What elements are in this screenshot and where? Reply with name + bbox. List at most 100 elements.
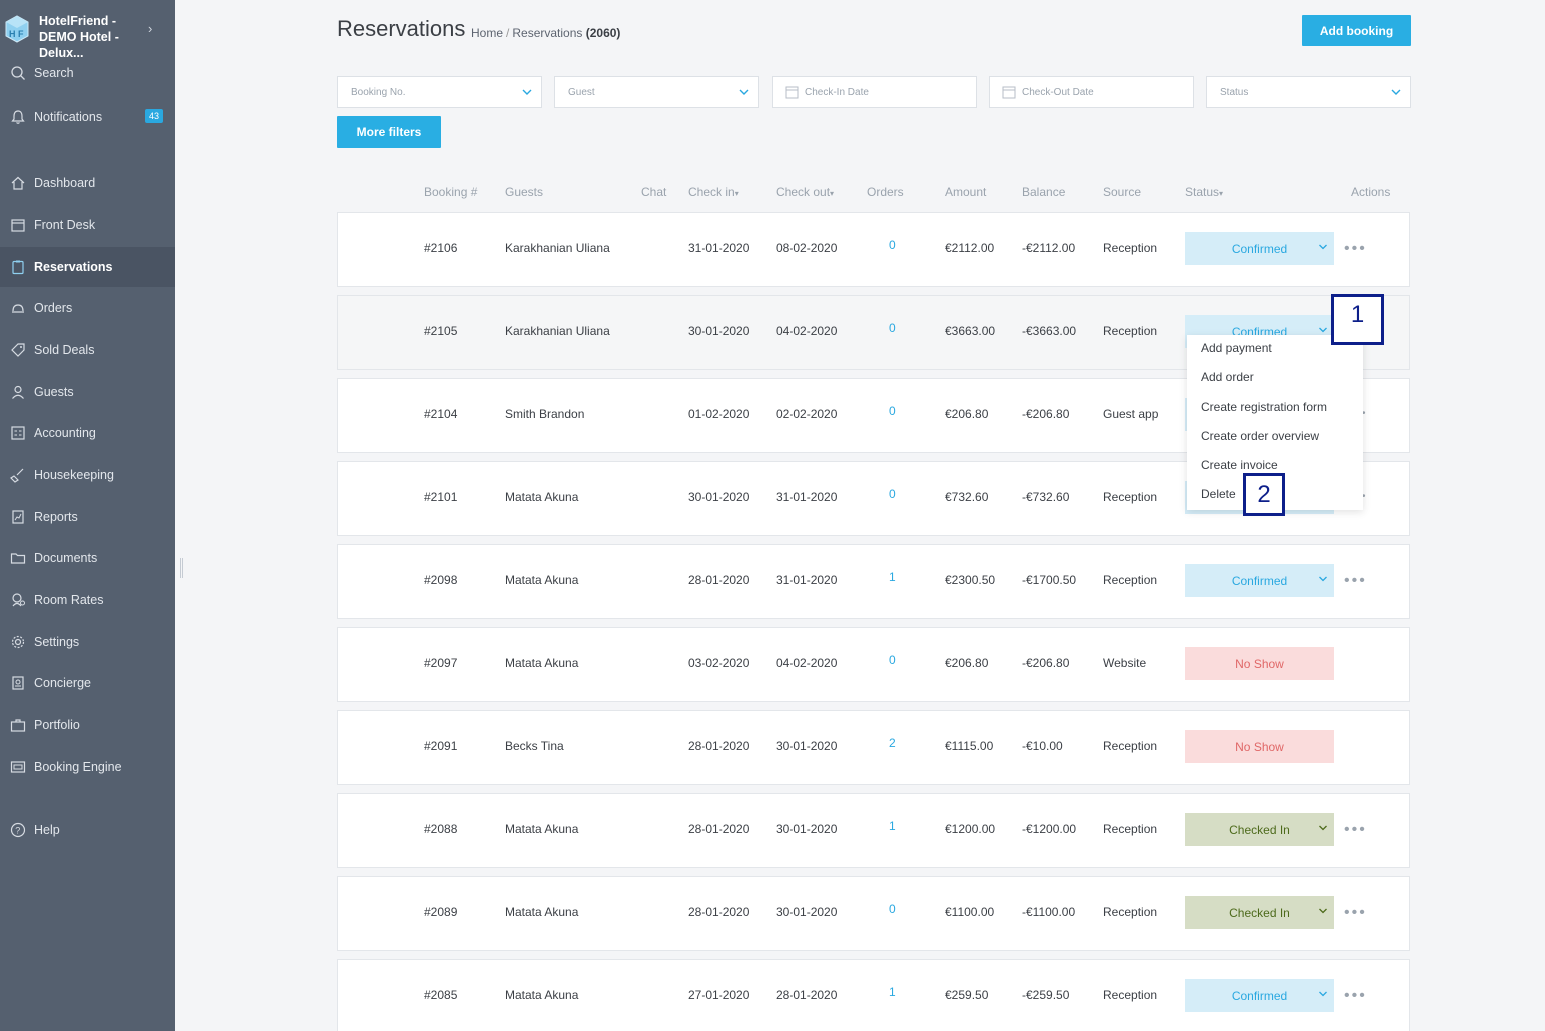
status-dropdown[interactable]: Checked In <box>1185 896 1334 929</box>
guest-name[interactable]: Matata Akuna <box>505 905 579 919</box>
guest-filter[interactable]: Guest <box>554 76 759 108</box>
booking-number[interactable]: #2101 <box>424 490 458 504</box>
more-actions-icon[interactable]: • <box>1362 408 1368 419</box>
sidebar-item-label: Documents <box>34 551 98 565</box>
booking-number[interactable]: #2105 <box>424 324 458 338</box>
sidebar-item-concierge[interactable]: Concierge <box>0 663 175 703</box>
orders-count[interactable]: 0 <box>889 487 896 501</box>
more-actions-icon[interactable]: ••• <box>1344 821 1367 838</box>
status-dropdown[interactable]: Confirmed <box>1185 979 1334 1012</box>
orders-count[interactable]: 1 <box>889 570 896 584</box>
booking-number[interactable]: #2098 <box>424 573 458 587</box>
menu-item-create-registration-form[interactable]: Create registration form <box>1201 400 1328 414</box>
guest-name[interactable]: Matata Akuna <box>505 490 579 504</box>
balance: -€1100.00 <box>1022 905 1076 919</box>
table-row[interactable]: #2097 Matata Akuna 03-02-2020 04-02-2020 0 €2… <box>337 627 1410 702</box>
more-actions-icon[interactable]: ••• <box>1344 904 1367 921</box>
sidebar-item-front-desk[interactable]: Front Desk <box>0 205 175 245</box>
check-in-date: 31-01-2020 <box>688 241 750 255</box>
booking-number[interactable]: #2085 <box>424 988 458 1002</box>
sidebar-item-orders[interactable]: Orders <box>0 288 175 328</box>
status-dropdown[interactable]: Checked In <box>1185 813 1334 846</box>
breadcrumb-separator: / <box>506 26 510 40</box>
sidebar-item-portfolio[interactable]: Portfolio <box>0 705 175 745</box>
menu-item-delete[interactable]: Delete <box>1201 487 1236 501</box>
breadcrumb-home-link[interactable]: Home <box>471 26 504 40</box>
booking-number[interactable]: #2091 <box>424 739 458 753</box>
sidebar-item-accounting[interactable]: Accounting <box>0 413 175 453</box>
sidebar-item-help[interactable]: ? Help <box>0 810 175 850</box>
gear-icon <box>9 633 27 651</box>
orders-count[interactable]: 0 <box>889 902 896 916</box>
column-header-check-out[interactable]: Check out▾ <box>776 185 834 199</box>
status-dropdown[interactable]: No Show <box>1185 647 1334 680</box>
source: Reception <box>1103 573 1158 587</box>
menu-item-create-invoice[interactable]: Create invoice <box>1201 458 1278 472</box>
booking-number[interactable]: #2089 <box>424 905 458 919</box>
column-header-check-in[interactable]: Check in▾ <box>688 185 739 199</box>
table-row[interactable]: #2091 Becks Tina 28-01-2020 30-01-2020 2 €111… <box>337 710 1410 785</box>
guest-name[interactable]: Matata Akuna <box>505 988 579 1002</box>
sidebar-item-guests[interactable]: Guests <box>0 372 175 412</box>
status-dropdown[interactable]: No Show <box>1185 730 1334 763</box>
add-booking-button[interactable]: Add booking <box>1302 15 1411 46</box>
guest-name[interactable]: Karakhanian Uliana <box>505 324 610 338</box>
check-out-date: 04-02-2020 <box>776 324 838 338</box>
source: Reception <box>1103 905 1158 919</box>
guest-name[interactable]: Matata Akuna <box>505 822 579 836</box>
more-actions-icon[interactable]: ••• <box>1344 240 1367 257</box>
status-dropdown[interactable]: Confirmed <box>1185 232 1334 265</box>
more-actions-icon[interactable]: ••• <box>1344 987 1367 1004</box>
status-label: No Show <box>1235 656 1284 671</box>
booking-number[interactable]: #2104 <box>424 407 458 421</box>
hotel-switcher[interactable]: H F HotelFriend - DEMO Hotel - Delux... … <box>0 0 175 60</box>
booking-number[interactable]: #2088 <box>424 822 458 836</box>
sidebar-item-reservations[interactable]: Reservations <box>0 247 175 287</box>
table-row[interactable]: #2098 Matata Akuna 28-01-2020 31-01-2020 1 €2… <box>337 544 1410 619</box>
source: Reception <box>1103 241 1158 255</box>
more-actions-icon[interactable]: • <box>1362 491 1368 502</box>
check-out-date-filter[interactable]: Check-Out Date <box>989 76 1194 108</box>
column-header-status[interactable]: Status▾ <box>1185 185 1223 199</box>
orders-count[interactable]: 0 <box>889 404 896 418</box>
booking-number-filter[interactable]: Booking No. <box>337 76 542 108</box>
orders-count[interactable]: 0 <box>889 238 896 252</box>
svg-text:F: F <box>18 29 24 39</box>
more-filters-button[interactable]: More filters <box>337 116 441 148</box>
more-actions-icon[interactable]: ••• <box>1344 572 1367 589</box>
guest-name[interactable]: Karakhanian Uliana <box>505 241 610 255</box>
check-in-date-filter[interactable]: Check-In Date <box>772 76 977 108</box>
table-row[interactable]: #2106 Karakhanian Uliana 31-01-2020 08-02-2… <box>337 212 1410 287</box>
guest-name[interactable]: Matata Akuna <box>505 573 579 587</box>
sidebar-item-documents[interactable]: Documents <box>0 538 175 578</box>
orders-count[interactable]: 0 <box>889 653 896 667</box>
orders-count[interactable]: 2 <box>889 736 896 750</box>
guest-name[interactable]: Becks Tina <box>505 739 564 753</box>
sidebar-item-housekeeping[interactable]: Housekeeping <box>0 455 175 495</box>
guest-name[interactable]: Smith Brandon <box>505 407 585 421</box>
table-row[interactable]: #2088 Matata Akuna 28-01-2020 30-01-2020 1 €1… <box>337 793 1410 868</box>
sidebar-item-sold-deals[interactable]: Sold Deals <box>0 330 175 370</box>
sidebar-item-notifications[interactable]: Notifications 43 <box>0 97 175 137</box>
booking-number[interactable]: #2106 <box>424 241 458 255</box>
menu-item-create-order-overview[interactable]: Create order overview <box>1201 429 1320 443</box>
booking-number[interactable]: #2097 <box>424 656 458 670</box>
status-dropdown[interactable]: Confirmed <box>1185 564 1334 597</box>
table-row[interactable]: #2085 Matata Akuna 27-01-2020 28-01-2020 1 €2… <box>337 959 1410 1031</box>
sidebar-item-reports[interactable]: Reports <box>0 497 175 537</box>
menu-item-add-order[interactable]: Add order <box>1201 370 1254 384</box>
orders-count[interactable]: 1 <box>889 985 896 999</box>
sidebar-item-booking-engine[interactable]: Booking Engine <box>0 747 175 787</box>
table-row[interactable]: #2089 Matata Akuna 28-01-2020 30-01-2020 0 €1… <box>337 876 1410 951</box>
orders-count[interactable]: 1 <box>889 819 896 833</box>
guest-name[interactable]: Matata Akuna <box>505 656 579 670</box>
sidebar-item-room-rates[interactable]: Room Rates <box>0 580 175 620</box>
status-filter[interactable]: Status <box>1206 76 1411 108</box>
sidebar-item-search[interactable]: Search <box>0 53 175 93</box>
sidebar-resize-handle[interactable] <box>180 558 183 578</box>
column-header-booking[interactable]: Booking # <box>424 185 478 199</box>
orders-count[interactable]: 0 <box>889 321 896 335</box>
sidebar-item-settings[interactable]: Settings <box>0 622 175 662</box>
menu-item-add-payment[interactable]: Add payment <box>1201 341 1272 355</box>
sidebar-item-dashboard[interactable]: Dashboard <box>0 163 175 203</box>
